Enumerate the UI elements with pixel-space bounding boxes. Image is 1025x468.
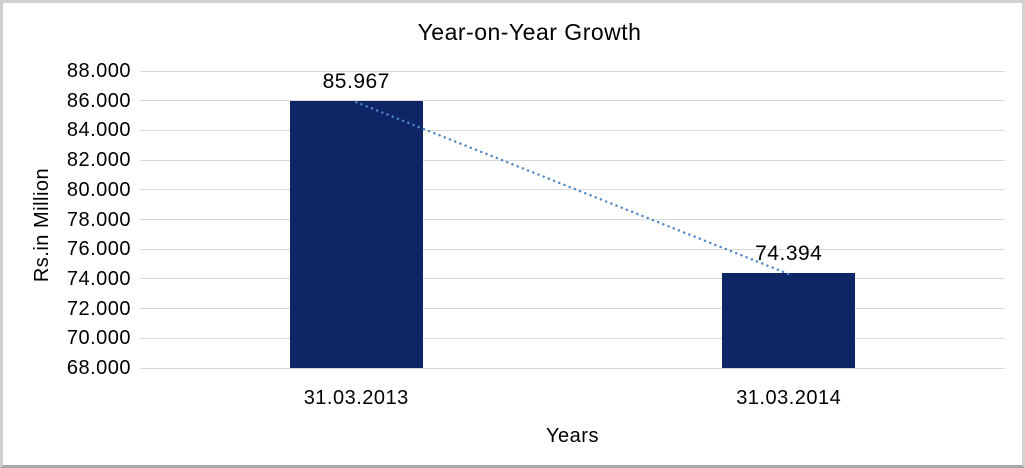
x-category-label: 31.03.2014 (736, 387, 842, 409)
gridline (140, 367, 1005, 369)
y-tick-label: 68.000 (66, 357, 131, 379)
plot-area (140, 70, 1005, 369)
gridline (140, 219, 1005, 220)
x-axis-title: Years (546, 425, 599, 447)
trendline (355, 100, 790, 276)
y-tick-label: 80.000 (66, 178, 131, 201)
bar-31.03.2013 (289, 101, 423, 368)
y-tick-label: 82.000 (66, 149, 131, 172)
gridline (140, 337, 1005, 339)
gridline (140, 189, 1005, 191)
gridline (140, 100, 1005, 102)
y-tick-label: 84.000 (66, 119, 131, 142)
bar-data-label: 74.394 (755, 242, 823, 266)
y-tick-label: 72.000 (66, 297, 131, 320)
gridline (140, 248, 1005, 250)
bar-31.03.2014 (722, 273, 856, 368)
bar-data-label: 85.967 (322, 70, 390, 94)
gridline (140, 278, 1005, 280)
y-tick-label: 76.000 (66, 238, 131, 261)
gridline (140, 159, 1005, 161)
y-tick-label: 86.000 (66, 89, 131, 112)
y-tick-label: 88.000 (66, 60, 131, 82)
chart-title: Year-on-Year Growth (417, 19, 642, 45)
y-tick-label: 74.000 (66, 267, 131, 290)
x-category-label: 31.03.2013 (303, 387, 409, 409)
y-tick-label: 78.000 (66, 208, 131, 231)
gridline (140, 70, 1005, 72)
gridline (140, 129, 1005, 131)
gridline (140, 308, 1005, 310)
y-tick-label: 70.000 (66, 327, 131, 350)
